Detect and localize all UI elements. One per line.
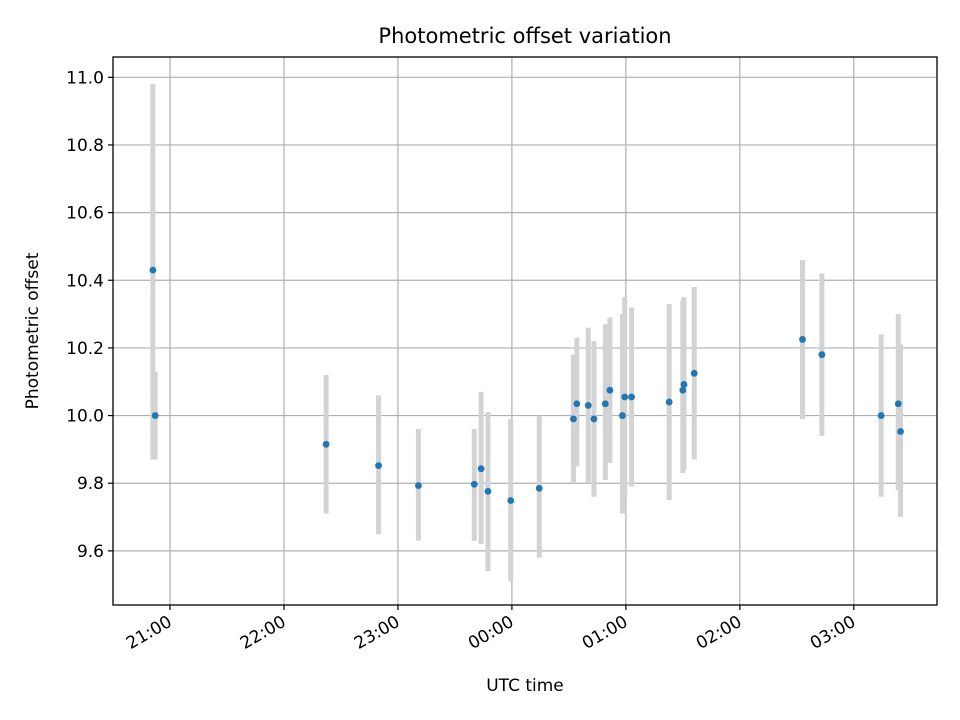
- data-point: [584, 402, 592, 409]
- y-tick-label: 11.0: [66, 68, 104, 88]
- data-point: [375, 462, 382, 470]
- data-point: [573, 400, 581, 408]
- y-tick-label: 10.2: [66, 339, 104, 359]
- data-point: [877, 412, 885, 419]
- y-tick-label: 10.6: [66, 204, 104, 224]
- y-axis-ticks: 9.6 9.8 10.0 10.2 10.4 10.6 10.8 11.0: [66, 68, 113, 562]
- data-point: [799, 336, 806, 343]
- data-point: [690, 369, 698, 377]
- x-axis-label: UTC time: [486, 676, 564, 696]
- plot-area-frame: [112, 56, 938, 606]
- data-point: [665, 398, 673, 406]
- data-point: [477, 465, 485, 473]
- chart-title: Photometric offset variation: [378, 24, 671, 48]
- data-point: [151, 412, 159, 419]
- data-point: [415, 482, 422, 489]
- data-point: [680, 381, 688, 388]
- data-point: [601, 400, 609, 408]
- y-tick-label: 10.0: [66, 407, 104, 427]
- data-points: [149, 266, 904, 504]
- y-axis-label: Photometric offset: [23, 252, 43, 409]
- data-point: [894, 400, 902, 408]
- data-point: [570, 415, 577, 423]
- y-tick-label: 10.4: [66, 271, 104, 291]
- data-point: [484, 487, 492, 495]
- data-point: [621, 393, 629, 401]
- y-tick-label: 9.8: [77, 474, 104, 494]
- data-point: [470, 480, 478, 488]
- data-point: [535, 484, 543, 492]
- data-point: [619, 412, 626, 419]
- data-point: [149, 266, 157, 274]
- y-tick-label: 10.8: [66, 136, 104, 156]
- data-point: [679, 386, 687, 394]
- data-point: [628, 393, 635, 401]
- data-point: [606, 386, 614, 394]
- data-point: [507, 497, 515, 504]
- data-point: [590, 415, 598, 423]
- data-point: [897, 428, 904, 435]
- data-point: [322, 440, 330, 448]
- data-point: [818, 351, 826, 359]
- y-tick-label: 9.6: [77, 542, 104, 562]
